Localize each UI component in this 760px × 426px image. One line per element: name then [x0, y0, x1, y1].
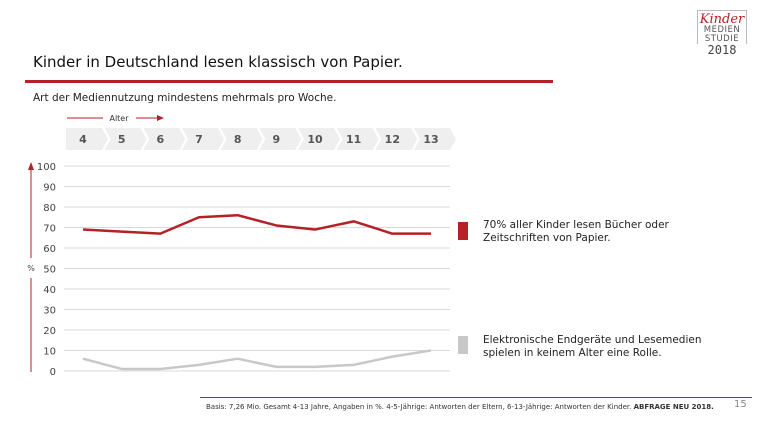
age-chevron — [298, 128, 340, 150]
y-tick-label: 70 — [43, 224, 56, 235]
y-tick-label: 20 — [43, 326, 56, 337]
x-tick-label: 10 — [307, 133, 323, 146]
age-chevron — [375, 128, 418, 150]
age-chevron — [104, 128, 147, 150]
x-axis-arrowhead — [157, 115, 164, 121]
y-tick-label: 0 — [50, 367, 56, 378]
x-tick-label: 6 — [157, 133, 165, 146]
logo-studie: STUDIE — [704, 34, 740, 44]
x-tick-label: 9 — [273, 133, 281, 146]
x-tick-label: 4 — [79, 133, 87, 146]
y-tick-label: 100 — [37, 162, 56, 173]
age-chevron — [336, 128, 379, 150]
x-tick-label: 8 — [234, 133, 242, 146]
y-tick-label: 30 — [43, 306, 56, 317]
logo-kinder: Kinder — [699, 12, 745, 27]
note-paper-line2: Zeitschriften von Papier. — [483, 232, 611, 244]
footer-text: Basis: 7,26 Mio. Gesamt 4-13 Jahre, Anga… — [206, 403, 634, 411]
y-axis-label: % — [27, 264, 35, 273]
note-paper: 70% aller Kinder lesen Bücher oder Zeits… — [483, 219, 669, 245]
footer-bold: ABFRAGE NEU 2018. — [633, 403, 714, 411]
y-tick-label: 60 — [43, 244, 56, 255]
logo-medien: MEDIEN — [703, 25, 741, 35]
y-tick-label: 90 — [43, 183, 56, 194]
kim-studie-logo: Kinder MEDIEN STUDIE 2018 — [697, 10, 747, 66]
age-chevron — [182, 128, 224, 150]
y-tick-label: 80 — [43, 203, 56, 214]
age-chevron — [259, 128, 302, 150]
page-number: 15 — [734, 399, 747, 410]
y-tick-label: 10 — [43, 347, 56, 358]
y-tick-label: 50 — [43, 265, 56, 276]
title-divider — [25, 80, 553, 83]
note-electronic-line2: spielen in keinem Alter eine Rolle. — [483, 347, 662, 359]
age-chevron — [66, 128, 108, 150]
legend-swatch-gray — [458, 336, 468, 354]
x-tick-label: 13 — [423, 133, 438, 146]
y-axis-arrowhead — [28, 162, 34, 170]
age-chevron — [414, 128, 456, 150]
age-chevron — [220, 128, 263, 150]
age-chevron — [143, 128, 186, 150]
series-line-paper — [82, 213, 431, 235]
y-tick-label: 40 — [43, 285, 56, 296]
x-tick-label: 12 — [385, 133, 400, 146]
legend-swatch-red — [458, 222, 468, 240]
note-paper-line1: 70% aller Kinder lesen Bücher oder — [483, 219, 669, 231]
series-line-electronic — [82, 349, 432, 371]
x-tick-label: 5 — [118, 133, 126, 146]
footer-divider — [200, 397, 752, 398]
note-electronic: Elektronische Endgeräte und Lesemedien s… — [483, 334, 702, 360]
x-tick-label: 7 — [195, 133, 203, 146]
chart-subtitle: Art der Mediennutzung mindestens mehrmal… — [33, 92, 337, 104]
logo-year: 2018 — [707, 43, 737, 57]
footer-source: Basis: 7,26 Mio. Gesamt 4-13 Jahre, Anga… — [206, 403, 714, 411]
note-electronic-line1: Elektronische Endgeräte und Lesemedien — [483, 334, 702, 346]
page-title: Kinder in Deutschland lesen klassisch vo… — [33, 53, 403, 71]
x-tick-label: 11 — [346, 133, 361, 146]
x-axis-label: Alter — [109, 114, 129, 123]
